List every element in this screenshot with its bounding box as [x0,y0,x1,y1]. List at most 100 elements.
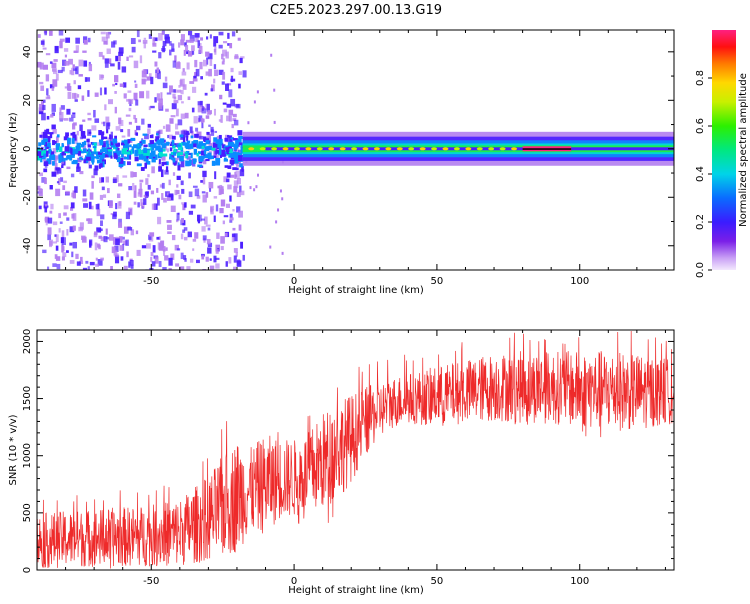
spectrogram-noise-cell [220,199,226,207]
spectrogram-noise-cell [47,234,52,241]
spectrogram-noise-cell [87,37,91,43]
spectrogram-noise-cell [197,214,202,222]
spectrogram-core-cell [145,160,151,165]
spectrogram-core-cell [55,167,60,171]
spectrogram-core-cell [190,152,193,159]
spectrogram-noise-cell [113,250,118,256]
spectrogram-noise-cell [141,118,145,125]
spectrogram-noise-cell [61,230,65,238]
spectrogram-noise-cell [147,174,150,178]
spectrogram-noise-cell [159,184,163,188]
spectrogram-noise-cell [213,78,216,84]
spectrogram-noise-cell [149,232,155,237]
spectrogram-core-cell [227,142,233,147]
spectrogram-band-spot [453,147,460,151]
spectrogram-noise-cell [201,253,205,257]
spectrogram-noise-cell [40,40,45,45]
spectrogram-noise-cell [207,247,212,254]
spectrogram-noise-cell [158,32,163,41]
spectrogram-noise-cell [174,55,177,63]
spectrogram-noise-cell [76,166,81,172]
spectrogram-noise-cell [122,82,127,88]
spectrogram-noise-cell [156,67,159,74]
spectrogram-noise-cell [96,243,100,248]
spectrogram-noise-cell [169,85,173,93]
spectrogram-noise-cell [277,208,280,212]
spectrogram-noise-cell [107,188,110,194]
spectrogram-noise-cell [80,256,83,262]
spectrogram-core-cell [179,134,184,138]
spectrogram-noise-cell [183,227,188,231]
spectrogram-band-spot [328,147,335,151]
spectrogram-noise-cell [197,101,203,106]
spectrogram-core-cell [133,144,138,149]
spectrogram-noise-cell [226,172,231,178]
spectrogram-core-cell [44,141,47,147]
spectrogram-noise-cell [69,259,75,264]
spectrogram-noise-cell [52,263,57,267]
spectrogram-noise-cell [136,30,140,38]
spectrogram-noise-cell [135,230,139,235]
colorbar-gradient [712,30,736,270]
spectrogram-noise-cell [191,50,195,55]
spectrogram-noise-cell [45,53,51,56]
spectrogram-core-cell [42,138,48,142]
spectrogram-noise-cell [214,69,219,77]
spectrogram-noise-cell [75,37,80,44]
spectrogram-core-cell [45,138,48,143]
spectrogram-noise-cell [114,245,119,252]
spectrogram-core-cell [37,151,42,157]
spectrogram-noise-cell [189,126,193,134]
spectrogram-noise-cell [146,76,152,81]
spectrogram-noise-cell [178,85,181,88]
spectrogram-noise-cell [130,171,134,178]
spectrogram-noise-cell [166,148,169,153]
spectrogram-noise-cell [225,203,230,208]
spectrogram-noise-cell [38,205,42,210]
spectrogram-noise-cell [180,252,184,260]
snr-frame [36,329,675,571]
spectrogram-core-cell [96,159,102,164]
spectrogram-noise-cell [230,78,236,82]
spectrogram-noise-cell [70,206,74,211]
spectrogram-noise-cell [196,195,201,199]
spectrogram-noise-cell [197,105,203,113]
spectrogram-core-cell [222,147,226,150]
spectrogram-core-cell [171,135,176,140]
spectrogram-noise-cell [143,42,147,49]
spectrogram-noise-cell [253,100,256,104]
spectrogram-core-cell [138,148,142,155]
spectrogram-core-cell [105,140,109,145]
spectrogram-noise-cell [164,255,169,261]
spectrogram-core-cell [236,144,239,149]
spectrogram-noise-cell [51,62,57,69]
spectrogram-noise-cell [214,148,218,155]
spectrogram-core-cell [113,146,117,150]
spectrogram-noise-cell [121,66,127,73]
spectrogram-core-cell [197,151,203,155]
spectrogram-noise-cell [88,63,93,72]
spectrogram-core-cell [72,131,76,138]
spectrogram-noise-cell [52,241,58,244]
spectrogram-noise-cell [201,255,205,260]
spectrogram-noise-cell [175,219,179,223]
spectrogram-core-cell [176,152,181,156]
spectrogram-noise-cell [88,61,91,66]
spectrogram-noise-cell [166,192,170,196]
spectrogram-core-cell [163,143,167,146]
spectrogram-noise-cell [42,249,47,254]
spectrogram-noise-cell [66,166,71,170]
spectrogram-noise-cell [198,42,202,49]
spectrogram-noise-cell [105,116,110,123]
spectrogram-core-cell [70,147,73,154]
spectrogram-band-spot [408,147,415,151]
spectrogram-noise-cell [191,45,195,51]
spectrogram-noise-cell [230,138,233,144]
spectrogram-core-cell [43,168,48,173]
spectrogram-noise-cell [209,188,212,192]
spectrogram-noise-cell [233,186,238,193]
spectrogram-noise-cell [175,62,181,69]
spectrogram-noise-cell [89,192,94,200]
spectrogram-noise-cell [45,219,48,226]
spectrogram-core-cell [118,161,124,168]
